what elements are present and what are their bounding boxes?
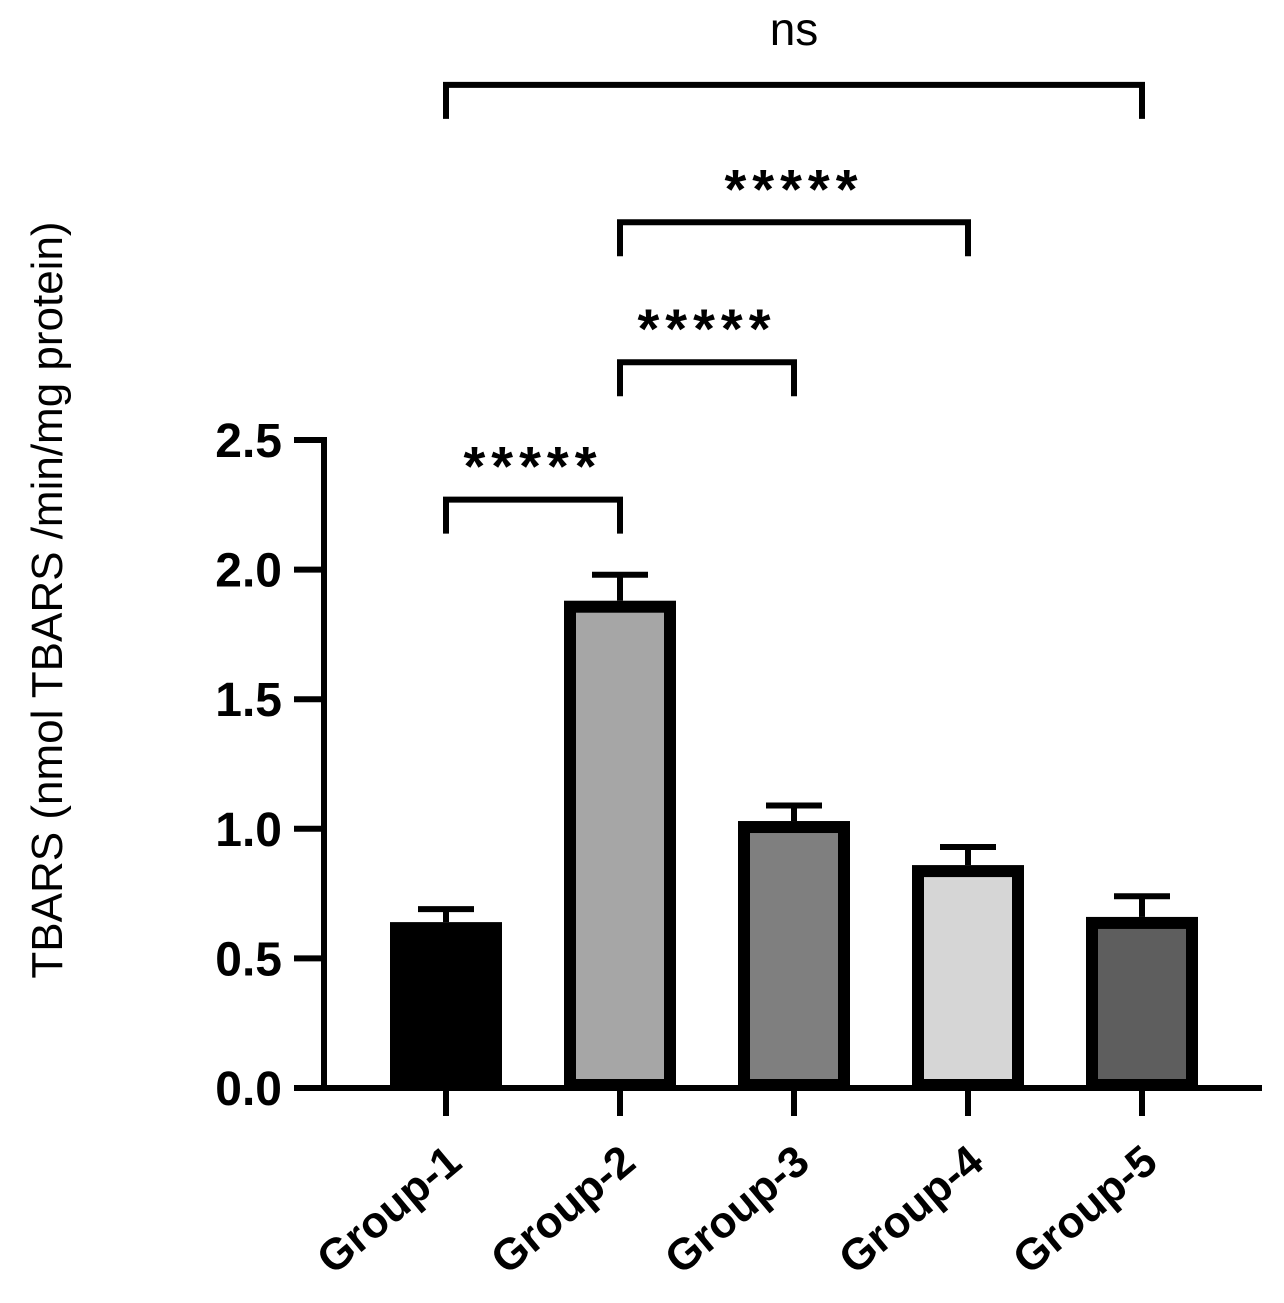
significance-label: ***** <box>725 157 864 220</box>
significance-label: ***** <box>464 435 603 498</box>
y-tick-label: 0.5 <box>215 933 282 986</box>
significance-bracket <box>617 359 797 397</box>
y-axis-label: TBARS (nmol TBARS /min/mg protein) <box>23 221 72 978</box>
y-tick-label: 1.0 <box>215 804 282 857</box>
x-tick-label-group: Group-1 <box>308 1136 471 1284</box>
significance-brackets: ***** ***** ***** ns <box>443 3 1145 534</box>
x-tick-label: Group-5 <box>1004 1136 1167 1284</box>
x-tick-label: Group-4 <box>830 1136 993 1284</box>
x-tick-label-group: Group-4 <box>830 1136 993 1284</box>
x-tick-label-group: Group-3 <box>656 1136 819 1284</box>
x-tick-label-group: Group-5 <box>1004 1136 1167 1284</box>
significance-label: ns <box>770 3 819 55</box>
x-tick-label: Group-3 <box>656 1136 819 1284</box>
x-tick-label-group: Group-2 <box>482 1136 645 1284</box>
significance-bracket <box>443 496 623 534</box>
bars <box>390 571 1198 1092</box>
significance-bracket <box>617 219 971 257</box>
y-tick-label: 2.5 <box>215 415 282 468</box>
significance-label: ***** <box>638 297 777 360</box>
y-tick-label: 0.0 <box>215 1063 282 1116</box>
x-tick-label: Group-2 <box>482 1136 645 1284</box>
y-axis-label-group: TBARS (nmol TBARS /min/mg protein) <box>23 221 72 978</box>
bar-group-4 <box>912 865 1024 1092</box>
x-tick-label: Group-1 <box>308 1136 471 1284</box>
significance-bracket <box>443 81 1145 119</box>
bar-group-2 <box>564 600 676 1091</box>
bar-group-5 <box>1086 916 1198 1091</box>
y-tick-label: 2.0 <box>215 545 282 598</box>
bar-group-3 <box>738 821 850 1091</box>
bar-group-1 <box>390 922 502 1091</box>
y-tick-label: 1.5 <box>215 674 282 727</box>
